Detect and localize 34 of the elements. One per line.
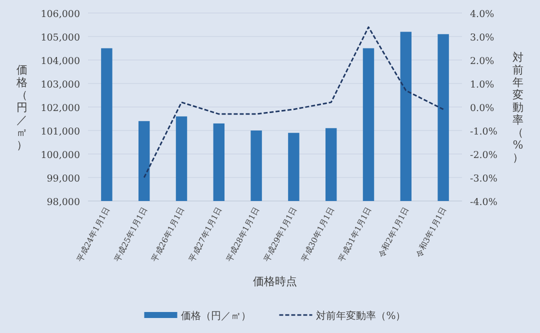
y2-tick-label: -2.0% [470,150,498,161]
y-tick-label: 103,000 [40,80,80,90]
x-tick-label: 平成24年1月1日 [75,206,112,264]
y2-tick-label: 0.0% [470,103,494,114]
y-tick-label: 102,000 [40,103,80,114]
y-tick-label: 106,000 [40,9,80,20]
y-tick-label: 100,000 [40,150,80,161]
y-tick-label: 98,000 [46,197,80,208]
x-tick-label: 平成28年1月1日 [224,206,262,264]
y2-tick-label: 4.0% [470,9,494,20]
x-axis-title: 価格時点 [253,275,297,288]
text: 対前年変動率（%） [512,51,524,164]
y2-tick-label: -4.0% [470,197,498,208]
y-tick-label: 104,000 [40,56,80,67]
legend-label: 価格（円／㎡） [181,310,252,322]
x-tick-label: 平成26年1月1日 [150,206,186,264]
line-series [143,26,444,178]
x-tick-label: 平成31年1月1日 [336,206,374,264]
y2-tick-label: 3.0% [470,32,494,44]
y2-tick-label: -1.0% [470,126,498,138]
x-tick-label: 平成27年1月1日 [187,206,224,264]
y2-tick-label: -3.0% [470,174,498,184]
legend-label: 対前年変動率（%） [316,310,406,322]
y-tick-label: 101,000 [40,126,80,138]
x-tick-label: 平成30年1月1日 [300,206,336,264]
y2-tick-label: 2.0% [470,56,494,67]
y-tick-label: 105,000 [40,32,80,44]
x-tick-label: 平成25年1月1日 [112,206,149,264]
y-tick-label: 99,000 [46,174,80,184]
y-axis-title: 価格（円／㎡） [16,64,28,152]
x-tick-label: 令和2年1月1日 [376,206,411,259]
x-tick-label: 平成29年1月1日 [262,206,298,264]
y2-tick-label: 1.0% [470,80,494,90]
x-tick-label: 令和3年1月1日 [414,206,448,259]
